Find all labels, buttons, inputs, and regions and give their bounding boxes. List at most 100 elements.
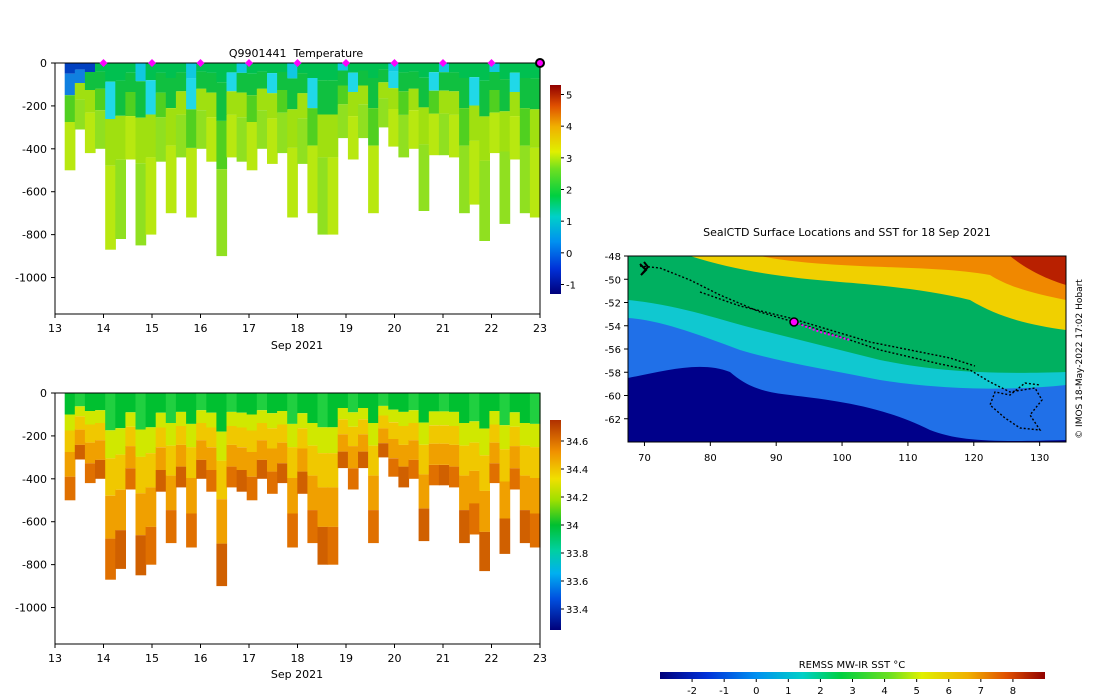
profile-cell xyxy=(84,393,96,411)
x-tick-label: 14 xyxy=(97,652,111,665)
profile-column xyxy=(74,393,86,460)
profile-cell xyxy=(155,393,167,413)
profile-cell xyxy=(317,453,329,488)
profile-cell xyxy=(105,63,116,82)
profile-cell xyxy=(236,393,248,413)
x-tick-label: 22 xyxy=(485,652,499,665)
x-tick-label: 17 xyxy=(242,322,256,335)
profile-cell xyxy=(226,466,238,488)
profile-column xyxy=(135,63,147,246)
sst-colorbar-tick-label: 0 xyxy=(753,686,759,697)
profile-cell xyxy=(428,393,440,412)
profile-cell xyxy=(438,411,450,426)
profile-cell xyxy=(327,114,339,158)
profile-column xyxy=(509,393,521,490)
profile-column xyxy=(337,393,349,469)
profile-cell xyxy=(459,78,470,108)
profile-cell xyxy=(287,63,298,79)
salinity-chart: 0 -200 -400 -600 -800 -1000 13 14 15 16 17 18 19 20 21… xyxy=(15,387,588,681)
profile-cell xyxy=(378,393,389,406)
profile-cell xyxy=(206,117,217,162)
temperature-chart: Q9901441 Temperature 0 -200 -400 -600 -800 -1… xyxy=(15,47,576,352)
profile-cell xyxy=(378,82,389,99)
profile-cell xyxy=(115,115,126,160)
profile-cell xyxy=(95,459,106,479)
profile-cell xyxy=(246,430,258,452)
profile-cell xyxy=(246,122,258,171)
x-tick-label: 20 xyxy=(388,652,402,665)
profile-column xyxy=(509,63,521,160)
salinity-xlabel: Sep 2021 xyxy=(271,668,323,681)
profile-column xyxy=(277,393,288,484)
profile-cell xyxy=(165,423,177,446)
profile-column xyxy=(358,63,369,139)
profile-cell xyxy=(529,513,541,548)
profile-column xyxy=(469,63,480,205)
profile-cell xyxy=(347,72,359,92)
profile-cell xyxy=(226,63,238,73)
x-tick-label: 21 xyxy=(436,652,450,665)
sst-colorbar-tick-label: -1 xyxy=(719,686,729,697)
profile-column xyxy=(287,393,298,548)
profile-cell xyxy=(317,114,329,158)
profile-cell xyxy=(469,442,480,471)
sst-colorbar-tick-label: 8 xyxy=(1010,686,1016,697)
profile-column xyxy=(519,393,531,544)
profile-cell xyxy=(509,446,521,469)
profile-column xyxy=(479,63,490,241)
y-tick-label: -1000 xyxy=(15,272,47,285)
profile-column xyxy=(378,63,389,128)
profile-cell xyxy=(378,415,389,429)
profile-cell xyxy=(135,393,147,430)
profile-cell xyxy=(408,423,420,441)
profile-column xyxy=(327,393,339,565)
profile-cell xyxy=(358,70,369,86)
profile-cell xyxy=(64,414,76,431)
profile-cell xyxy=(418,63,430,78)
profile-column xyxy=(368,393,379,544)
profile-cell xyxy=(469,140,480,205)
profile-column xyxy=(337,63,349,139)
profile-cell xyxy=(216,431,228,461)
profile-cell xyxy=(408,110,420,149)
profile-cell xyxy=(84,72,96,90)
y-tick-label: -200 xyxy=(22,100,47,113)
profile-cell xyxy=(105,119,116,166)
profile-cell xyxy=(206,412,217,428)
profile-cell xyxy=(529,109,541,148)
profile-cell xyxy=(64,73,76,96)
profile-cell xyxy=(186,513,197,548)
profile-cell xyxy=(408,71,420,89)
profile-cell xyxy=(216,543,228,587)
profile-cell xyxy=(287,513,298,548)
x-tick-label: 16 xyxy=(194,652,208,665)
profile-cell xyxy=(398,63,410,73)
profile-column xyxy=(307,63,319,214)
sst-colorbar-tick-label: 5 xyxy=(913,686,919,697)
x-tick-label: 18 xyxy=(291,322,305,335)
sst-colorbar-ticks: -2 -1 0 1 2 3 4 5 6 7 8 xyxy=(687,679,1016,697)
profile-column xyxy=(428,393,440,486)
profile-cell xyxy=(408,440,420,460)
profile-cell xyxy=(358,434,369,452)
profile-cell xyxy=(267,393,278,414)
profile-cell xyxy=(277,112,288,154)
profile-cell xyxy=(155,63,167,73)
profile-cell xyxy=(186,447,197,478)
profile-cell xyxy=(125,426,137,447)
profile-cell xyxy=(135,493,147,536)
profile-cell xyxy=(236,63,248,73)
profile-cell xyxy=(317,80,329,115)
sst-colorbar-tick-label: 4 xyxy=(881,686,887,697)
profile-column xyxy=(125,393,137,490)
profile-cell xyxy=(145,526,157,565)
surface-marker xyxy=(196,59,205,67)
surface-marker xyxy=(148,59,156,67)
profile-column xyxy=(226,63,238,158)
profile-cell xyxy=(337,408,349,420)
profile-column xyxy=(64,63,76,171)
profile-cell xyxy=(297,471,308,494)
profile-cell xyxy=(226,444,238,467)
profile-cell xyxy=(84,63,96,72)
profile-cell xyxy=(327,393,339,428)
